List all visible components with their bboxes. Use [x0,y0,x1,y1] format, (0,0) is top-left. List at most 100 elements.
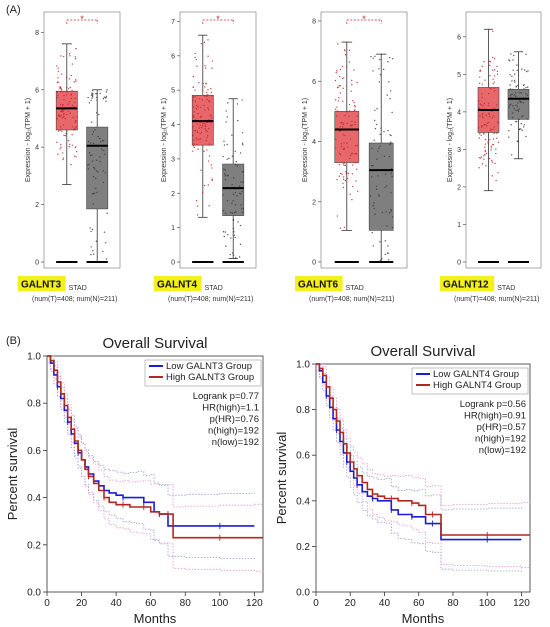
data-point [516,69,518,72]
data-point [351,173,354,175]
data-point [196,131,199,134]
data-point [339,227,342,229]
data-point [203,104,205,107]
legend-entry: Low GALNT4 Group [433,369,519,380]
data-point [390,211,392,213]
data-point [90,253,92,256]
y-tick-label: 1 [457,222,461,229]
data-point [91,160,94,162]
data-point [489,64,491,67]
plot-frame [465,11,542,269]
data-point [200,126,203,129]
x-tick-label: 80 [447,598,459,609]
y-axis-label: Expression - log₂(TPM + 1) [447,98,454,182]
stat-annotation: Logrank p=0.77 [193,391,259,402]
data-point [62,124,65,126]
data-point [102,181,105,184]
data-point [527,70,529,72]
data-point [510,124,512,126]
data-point [87,96,89,99]
y-tick-label: 0 [171,260,175,267]
data-point [343,142,345,144]
data-point [207,108,210,111]
y-tick-label: 4 [35,145,39,152]
data-point [74,121,76,124]
boxplot-galnt6: 0 2 4 6 8 Expression - log₂(TPM + 1) * GALNT6 ST… [295,11,408,303]
data-point [229,253,231,256]
data-point [237,221,239,223]
data-point [481,65,483,68]
data-point [194,56,196,59]
data-point [194,129,197,132]
data-point [192,150,194,152]
data-point [95,187,97,190]
y-tick-label: 8 [312,19,316,26]
data-point [509,103,512,105]
data-point [337,43,339,45]
data-point [484,138,487,141]
x-tick-label: 20 [76,598,88,609]
data-point [232,254,235,256]
data-point [345,41,347,43]
data-point [225,110,227,112]
data-point [518,118,520,121]
data-point [493,126,495,128]
data-point [489,74,491,77]
data-point [211,117,213,119]
data-point [343,164,345,166]
y-tick-label: 3 [457,147,461,154]
cancer-label: STAD [346,285,364,292]
iqr-box [334,111,360,163]
data-point [388,81,390,83]
data-point [57,94,59,97]
data-point [193,146,196,149]
data-point [520,92,523,94]
data-point [342,148,345,150]
data-point [236,103,239,105]
data-point [477,126,480,129]
data-point [207,89,209,91]
data-point [59,115,61,117]
data-point [235,204,237,206]
data-point [354,106,356,108]
data-point [381,211,383,214]
data-point [74,101,76,104]
data-point [62,104,64,106]
data-point [515,104,517,107]
data-point [235,163,237,166]
data-point [508,130,510,132]
data-point [515,109,517,112]
cancer-label: STAD [205,285,223,292]
x-tick-label: 100 [479,598,496,609]
data-point [478,106,480,109]
stat-annotation: HR(high)=0.91 [464,411,526,422]
data-point [374,55,376,58]
data-point [60,143,62,146]
confidence-band [47,355,264,508]
data-point [95,177,97,180]
data-point [479,76,481,78]
data-point [196,139,198,141]
survival-curve-high [47,355,263,539]
data-point [523,126,525,128]
gene-highlight [18,276,66,291]
y-tick-label: 4 [312,139,316,146]
data-point [203,123,206,125]
data-point [525,93,527,95]
data-point [200,43,203,45]
data-point [74,56,77,58]
data-point [484,79,486,81]
data-point [69,55,71,57]
data-point [493,75,496,77]
data-point [230,237,232,239]
data-point [497,172,499,174]
data-point [338,175,340,177]
data-point [198,81,200,84]
data-point [341,173,343,175]
data-point [91,93,93,95]
y-tick-label: 0.0 [27,588,41,599]
data-point [372,165,374,167]
data-point [204,67,207,69]
y-tick-label: 8 [35,30,39,37]
data-point [95,170,98,172]
